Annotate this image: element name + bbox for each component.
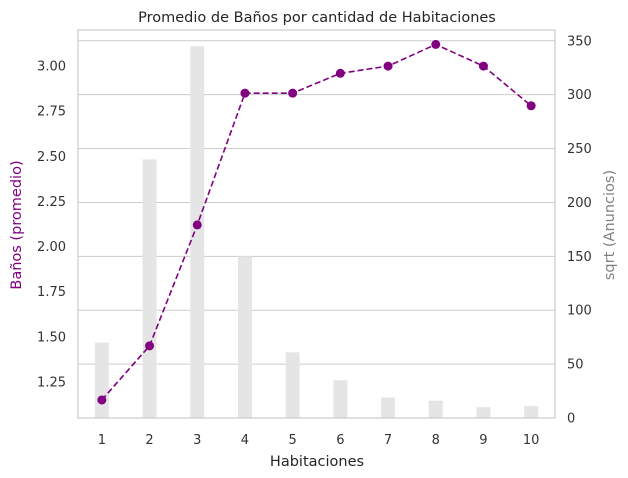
left-tick-label: 2.25 xyxy=(37,195,66,210)
x-tick-label: 7 xyxy=(384,433,392,448)
x-tick-label: 8 xyxy=(432,433,440,448)
line-series xyxy=(97,39,536,405)
data-point xyxy=(526,101,536,111)
left-tick-label: 2.00 xyxy=(37,240,66,255)
x-axis-label: Habitaciones xyxy=(270,454,364,470)
plot-frame xyxy=(77,29,556,419)
x-tick-label: 4 xyxy=(241,433,249,448)
x-tick-label: 6 xyxy=(336,433,344,448)
left-y-axis-label: Baños (promedio) xyxy=(9,160,25,289)
bar xyxy=(333,380,348,418)
x-tick-label: 9 xyxy=(479,433,487,448)
bar xyxy=(142,159,157,419)
bar xyxy=(94,342,109,418)
data-point xyxy=(97,395,107,405)
left-tick-label: 3.00 xyxy=(37,60,66,75)
right-tick-label: 300 xyxy=(567,88,592,103)
left-tick-label: 1.25 xyxy=(37,375,66,390)
left-tick-label: 1.75 xyxy=(37,285,66,300)
data-point xyxy=(335,68,345,78)
tick-labels: 1 2 3 4 5 6 7 8 9 10 1.25 1.50 1.75 2.00 2.25 2.50 2.75 3… xyxy=(37,34,592,448)
left-tick-label: 1.50 xyxy=(37,330,66,345)
bar-series xyxy=(94,46,539,419)
series-line xyxy=(101,43,532,401)
bar xyxy=(237,256,252,418)
chart-title: Promedio de Baños por cantidad de Habita… xyxy=(138,10,496,26)
data-point xyxy=(383,61,393,71)
bar xyxy=(476,407,491,418)
gridlines xyxy=(78,40,555,365)
axes-frame xyxy=(77,29,556,419)
right-y-axis-label: sqrt (Anuncios) xyxy=(602,170,618,280)
right-tick-label: 250 xyxy=(567,142,592,157)
x-tick-label: 1 xyxy=(98,433,106,448)
right-tick-label: 150 xyxy=(567,250,592,265)
right-tick-label: 50 xyxy=(567,358,584,373)
left-tick-label: 2.75 xyxy=(37,105,66,120)
x-tick-label: 2 xyxy=(145,433,153,448)
x-tick-label: 3 xyxy=(193,433,201,448)
right-tick-label: 100 xyxy=(567,304,592,319)
bar xyxy=(285,352,300,418)
bar xyxy=(190,46,205,419)
x-tick-label: 10 xyxy=(523,433,540,448)
bar xyxy=(381,397,396,418)
data-point xyxy=(431,39,441,49)
data-point xyxy=(240,88,250,98)
x-tick-label: 5 xyxy=(289,433,297,448)
bar xyxy=(524,406,539,418)
data-point xyxy=(288,88,298,98)
bar xyxy=(428,400,443,418)
right-tick-label: 350 xyxy=(567,34,592,49)
right-tick-label: 200 xyxy=(567,196,592,211)
data-point xyxy=(192,220,202,230)
left-tick-label: 2.50 xyxy=(37,150,66,165)
right-tick-label: 0 xyxy=(567,412,575,427)
data-point xyxy=(145,341,155,351)
data-point xyxy=(478,61,488,71)
